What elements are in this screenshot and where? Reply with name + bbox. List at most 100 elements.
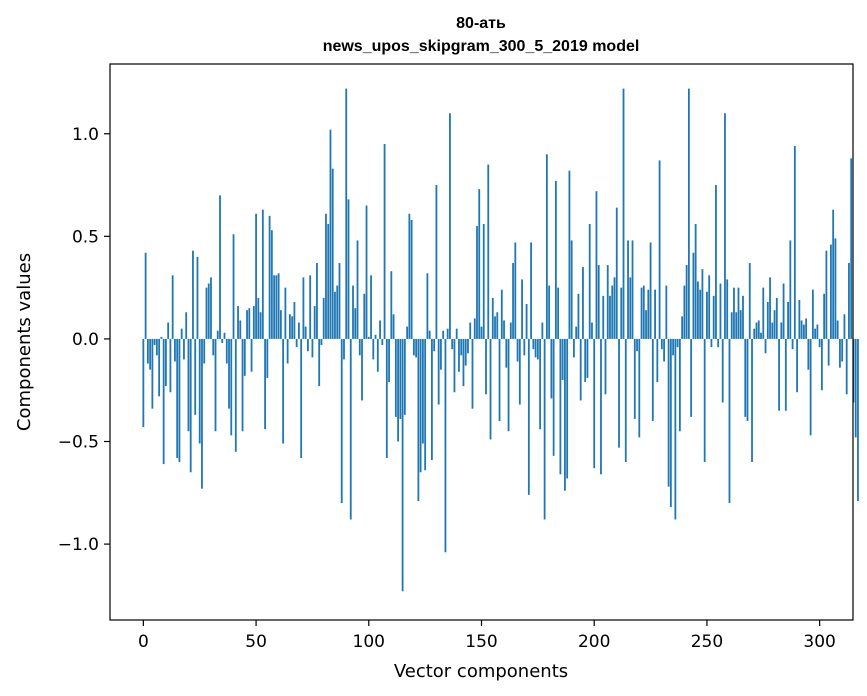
bar xyxy=(232,234,235,339)
bar xyxy=(421,338,424,444)
bar xyxy=(223,332,226,339)
bar xyxy=(766,301,769,339)
bar xyxy=(586,338,589,378)
bar xyxy=(500,289,503,339)
bar xyxy=(440,338,442,370)
bar xyxy=(394,338,397,417)
bar xyxy=(532,338,535,350)
bar xyxy=(343,338,345,360)
bar xyxy=(642,285,645,339)
bar xyxy=(419,338,422,473)
bar xyxy=(536,338,539,360)
bar xyxy=(239,320,242,339)
bar xyxy=(582,267,584,339)
bar xyxy=(681,316,684,339)
bar xyxy=(631,240,634,339)
bar xyxy=(757,320,760,339)
bar xyxy=(606,265,609,339)
bar xyxy=(584,338,587,382)
bar xyxy=(273,275,276,339)
bar-series xyxy=(142,88,859,592)
bar xyxy=(816,324,819,339)
bar xyxy=(261,209,264,339)
bar xyxy=(591,322,593,339)
bar xyxy=(825,250,828,339)
x-axis-label: Vector components xyxy=(394,661,568,682)
bar xyxy=(600,338,602,475)
bar xyxy=(410,219,413,339)
bar xyxy=(361,338,363,401)
bar xyxy=(739,310,742,339)
bar xyxy=(672,338,675,356)
bar xyxy=(435,185,438,339)
bar xyxy=(636,338,638,352)
bar xyxy=(185,312,188,339)
bar xyxy=(780,322,783,339)
bar xyxy=(496,312,499,339)
bar xyxy=(162,338,165,465)
bar xyxy=(782,283,785,339)
bar xyxy=(198,338,201,444)
bar xyxy=(697,281,699,339)
bar xyxy=(615,207,618,339)
bar xyxy=(857,338,859,501)
bar xyxy=(302,277,305,339)
bar xyxy=(769,277,771,339)
bar xyxy=(507,338,510,432)
bar xyxy=(728,338,731,504)
bar xyxy=(424,338,427,471)
bar xyxy=(437,338,440,405)
bar xyxy=(602,295,605,339)
bar xyxy=(349,338,352,520)
bar xyxy=(818,338,821,348)
bar xyxy=(462,338,465,387)
bar xyxy=(525,304,528,339)
bar xyxy=(791,338,794,350)
bar xyxy=(651,338,654,421)
bar xyxy=(699,289,702,339)
bar xyxy=(480,326,483,339)
bar xyxy=(160,336,163,339)
bar xyxy=(622,88,625,339)
bar xyxy=(787,301,789,339)
chart-title-line-2: news_upos_skipgram_300_5_2019 model xyxy=(323,38,640,55)
bar xyxy=(345,88,348,339)
bar xyxy=(482,224,485,339)
bar xyxy=(798,299,801,339)
bar xyxy=(241,338,244,432)
bar xyxy=(800,320,803,339)
bar xyxy=(796,338,798,393)
bar xyxy=(710,338,713,348)
bar xyxy=(755,322,758,339)
bar xyxy=(433,338,436,352)
bar xyxy=(279,310,282,339)
bar xyxy=(219,195,221,339)
bar xyxy=(243,338,246,376)
bar xyxy=(687,88,690,339)
bar xyxy=(618,338,620,448)
bar xyxy=(167,322,170,339)
bar xyxy=(356,240,359,339)
bar xyxy=(216,330,219,339)
bar xyxy=(453,338,456,393)
y-tick-label: −1.0 xyxy=(58,535,99,555)
bar xyxy=(690,338,693,417)
bar xyxy=(645,310,647,339)
bar xyxy=(683,285,686,339)
bar xyxy=(564,338,566,491)
bar xyxy=(548,285,551,339)
bar xyxy=(613,277,616,339)
bar xyxy=(541,322,544,339)
bar xyxy=(358,338,361,356)
bar xyxy=(203,338,206,364)
bar xyxy=(327,224,330,339)
bar xyxy=(523,338,526,356)
bar xyxy=(735,312,738,339)
bar xyxy=(455,328,458,339)
bar xyxy=(665,285,668,339)
bar xyxy=(649,242,652,339)
bar xyxy=(748,263,751,339)
bar xyxy=(554,180,557,339)
bar xyxy=(320,338,323,346)
bar xyxy=(629,277,632,339)
